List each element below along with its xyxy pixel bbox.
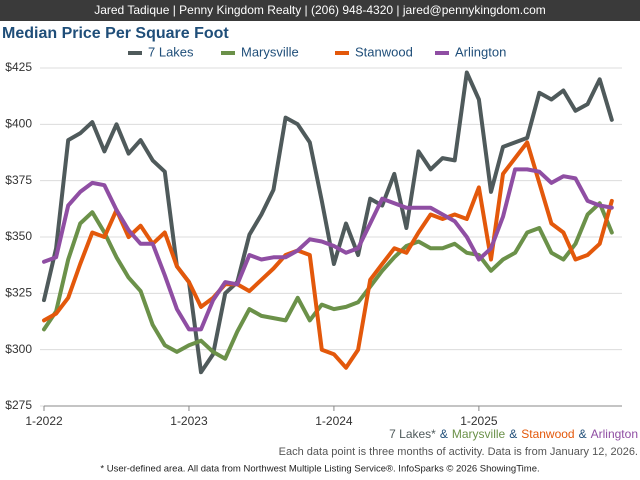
footnote: * User-defined area. All data from North… xyxy=(100,464,539,475)
y-tick-label: $375 xyxy=(5,173,32,187)
y-tick-label: $300 xyxy=(5,342,32,356)
caption-part: Marysville xyxy=(452,427,506,441)
y-tick-label: $400 xyxy=(5,117,32,131)
x-tick-label: 1-2024 xyxy=(315,414,353,428)
series-line xyxy=(42,201,614,361)
x-tick-label: 1-2022 xyxy=(25,414,63,428)
header-bar xyxy=(0,0,640,21)
chart-title: Median Price Per Square Foot xyxy=(2,25,229,42)
legend-label: Marysville xyxy=(241,44,299,59)
caption-part: Arlington xyxy=(591,427,638,441)
x-tick-label: 1-2023 xyxy=(170,414,208,428)
y-tick-label: $325 xyxy=(5,286,32,300)
caption-part: & xyxy=(509,427,517,441)
legend-label: 7 Lakes xyxy=(148,44,194,59)
series-line xyxy=(42,167,614,332)
header-text: Jared Tadique | Penny Kingdom Realty | (… xyxy=(94,3,546,17)
legend-label: Arlington xyxy=(455,44,506,59)
series-line xyxy=(42,70,614,375)
y-tick-label: $275 xyxy=(5,398,32,412)
y-tick-label: $425 xyxy=(5,60,32,74)
series-caption: 7 Lakes* & Marysville & Stanwood & Arlington xyxy=(389,427,638,441)
series-line xyxy=(42,140,614,370)
y-tick-label: $350 xyxy=(5,229,32,243)
caption-part: Stanwood xyxy=(521,427,574,441)
caption-part: & xyxy=(579,427,587,441)
x-tick-label: 1-2025 xyxy=(460,414,498,428)
caption-part: & xyxy=(440,427,448,441)
note: Each data point is three months of activ… xyxy=(279,446,638,458)
caption-part: 7 Lakes* xyxy=(389,427,436,441)
legend-label: Stanwood xyxy=(355,44,413,59)
